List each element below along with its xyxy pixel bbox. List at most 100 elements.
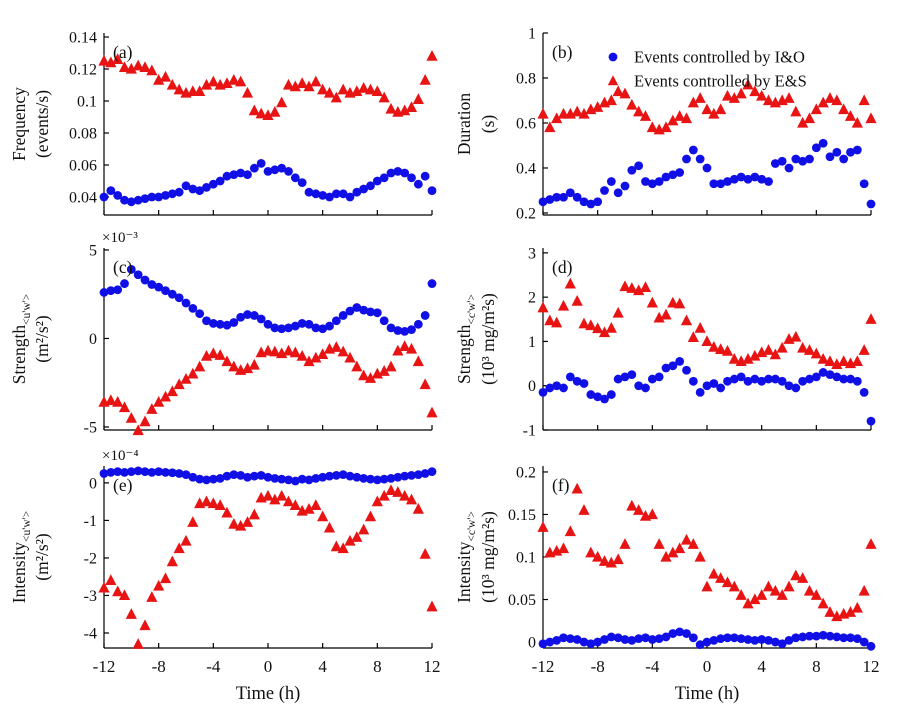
io-point [407, 325, 416, 335]
io-point [215, 176, 225, 186]
io-point [256, 314, 266, 324]
io-point [559, 192, 568, 202]
io-point [290, 476, 300, 486]
es-point [132, 424, 144, 436]
es-point [296, 77, 308, 88]
io-point [764, 374, 773, 384]
io-point [270, 473, 280, 483]
io-point [859, 179, 869, 189]
io-point [818, 368, 828, 377]
io-point [325, 192, 334, 202]
es-point [371, 495, 383, 507]
io-point [154, 192, 164, 202]
es-point [405, 101, 418, 112]
io-point [195, 474, 205, 484]
es-point [564, 277, 576, 289]
es-point [694, 550, 706, 562]
io-point [770, 374, 780, 384]
es-point [405, 493, 418, 505]
io-point [188, 184, 198, 194]
es-point [405, 342, 418, 354]
es-point [392, 486, 404, 497]
es-point [831, 358, 843, 370]
io-point [338, 311, 348, 320]
io-point [654, 634, 664, 644]
es-point [612, 553, 624, 565]
x-tick-label: -8 [591, 657, 605, 676]
x-tick-label: 0 [703, 657, 712, 676]
es-point [749, 349, 761, 361]
panel-d: -1 0 1 2 3 (d) Strength<c'w'> (10³ mg/m²s) [454, 245, 877, 440]
io-point [538, 387, 548, 397]
io-point [859, 637, 869, 647]
es-point [708, 107, 720, 119]
io-point [393, 167, 403, 176]
es-point [865, 313, 877, 324]
io-point [586, 199, 596, 209]
io-point [688, 633, 698, 643]
panel-f-letter: (f) [552, 475, 570, 495]
io-point [331, 316, 341, 326]
io-point [606, 632, 616, 642]
es-point [276, 96, 288, 108]
panel-e-y-label: Intensity<u'w'> [9, 511, 33, 603]
io-point [852, 634, 862, 644]
es-point [838, 355, 850, 366]
es-point [221, 506, 233, 518]
es-point [255, 107, 267, 119]
es-point [385, 484, 397, 495]
es-point [851, 355, 863, 366]
es-point [619, 280, 631, 292]
es-point [633, 284, 645, 296]
io-point [256, 470, 266, 480]
io-point [331, 189, 341, 199]
es-point [551, 112, 563, 124]
es-point [742, 78, 754, 90]
io-point [270, 323, 280, 333]
es-point [715, 103, 727, 115]
es-point [694, 321, 706, 333]
y-tick-label: 0 [528, 378, 536, 395]
es-point [214, 349, 226, 360]
io-point [372, 176, 382, 186]
es-point [680, 314, 693, 326]
io-point [634, 634, 644, 644]
panel-d-y-units: (10³ mg/m²s) [478, 293, 498, 385]
es-point [557, 542, 570, 554]
legend-triangle-icon [607, 75, 619, 86]
io-point [729, 374, 739, 384]
io-point [825, 152, 835, 162]
io-point [798, 632, 808, 642]
es-point [544, 121, 556, 133]
io-point [140, 275, 150, 285]
io-point [188, 472, 198, 482]
legend-circle-icon [608, 52, 618, 62]
io-point [263, 167, 273, 176]
es-point [749, 593, 761, 605]
io-point [770, 159, 780, 168]
x-tick-label: -4 [206, 657, 221, 676]
es-point [865, 112, 877, 124]
io-point [202, 183, 211, 192]
io-point [846, 633, 855, 643]
io-point [565, 634, 575, 644]
es-point [592, 550, 604, 562]
es-point [598, 326, 611, 338]
es-point [221, 77, 233, 88]
es-point [180, 534, 192, 546]
es-point [228, 518, 240, 529]
io-point [222, 471, 232, 481]
io-point [413, 319, 423, 329]
legend: Events controlled by I&O Events controlle… [607, 48, 807, 91]
es-point [399, 340, 411, 352]
es-point [578, 317, 590, 329]
io-point [798, 376, 808, 386]
panel-b-y-units: (s) [478, 115, 498, 134]
io-point [729, 633, 739, 643]
io-point [379, 173, 389, 183]
es-point [276, 489, 288, 501]
x-tick-label: 0 [264, 657, 273, 676]
io-point [750, 172, 760, 182]
io-point [413, 179, 423, 189]
y-tick-label: 0.2 [516, 205, 536, 222]
